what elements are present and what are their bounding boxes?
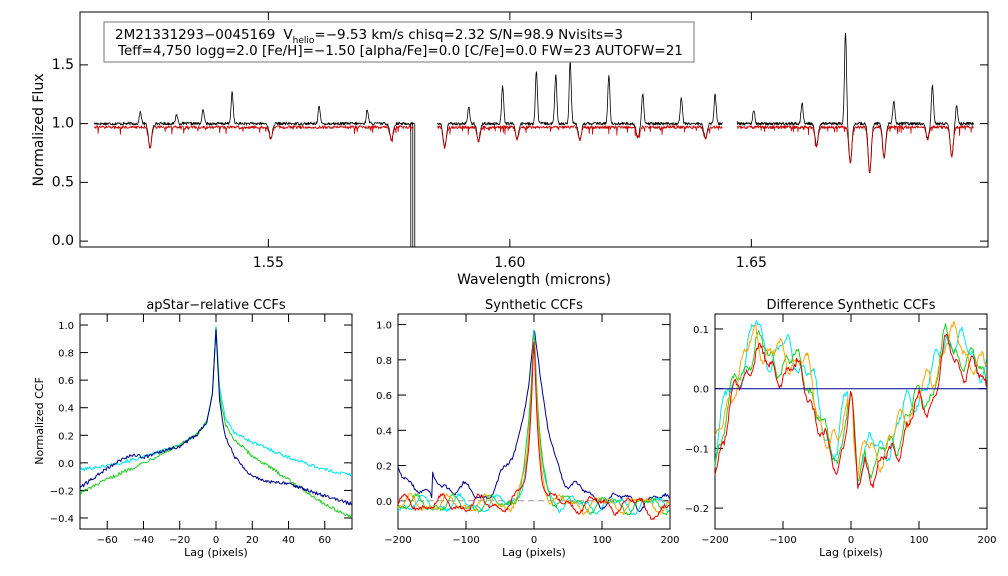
difference-ccf-ytick-label: 0.0 xyxy=(693,385,709,396)
spectrum-series-model-spectrum-chip-1 xyxy=(94,125,414,149)
apstar-ccf-xtick-label: −20 xyxy=(169,535,190,546)
spectrum-frame xyxy=(79,11,989,248)
apstar-ccf-ytick-label: −0.4 xyxy=(50,514,74,525)
spectrum-panel: 1.55 1.60 1.65 0.0 0.5 1.0 1.5 2M21331293−0045… xyxy=(31,11,989,288)
spectrum-ytick-label: 0.5 xyxy=(52,174,74,190)
apstar-ccf-series-green xyxy=(79,327,353,518)
apstar-ccf-ytick-label: 1.0 xyxy=(58,321,74,332)
difference-ccf-xtick-label: −100 xyxy=(769,535,796,546)
apstar-ccf-xtick-label: −40 xyxy=(133,535,154,546)
apstar-ccf-ytick-label: 0.0 xyxy=(58,459,74,470)
difference-ccf-lines xyxy=(714,320,987,489)
spectrum-xtick-label: 1.55 xyxy=(253,255,284,271)
synthetic-ccf-ytick-label: 0.0 xyxy=(376,497,392,508)
synthetic-ccf-series-cyan xyxy=(397,329,670,516)
synthetic-ccf-title: Synthetic CCFs xyxy=(485,298,583,313)
apstar-ccf-xtick-label: 0 xyxy=(213,535,219,546)
difference-ccf-xtick-label: −200 xyxy=(701,535,728,546)
spectrum-ylabel: Normalized Flux xyxy=(31,74,47,187)
synthetic-ccf-xlabel: Lag (pixels) xyxy=(502,546,566,559)
synthetic-ccf-ytick-label: 0.4 xyxy=(376,426,392,437)
synthetic-ccf-ticks: −200 −100 0 100 200 0.0 0.2 0.4 0.6 0.8 1.0 xyxy=(376,314,680,546)
apstar-ccf-xlabel: Lag (pixels) xyxy=(184,546,248,559)
apstar-ccf-xtick-label: 20 xyxy=(246,535,259,546)
spectrum-ytick-label: 0.0 xyxy=(52,233,74,249)
apstar-ccf-xtick-label: −60 xyxy=(97,535,118,546)
difference-ccf-series-red xyxy=(714,333,987,489)
apstar-ccf-lines xyxy=(79,325,353,518)
difference-ccf-ticks: −200 −100 0 100 200 −0.2 −0.1 0.0 0.1 xyxy=(685,314,997,546)
synthetic-ccf-xtick-label: −100 xyxy=(452,535,479,546)
annotation-line-1: 2M21331293−0045169 Vhelio=−9.53 km/s chis… xyxy=(115,27,623,46)
spectrum-lines xyxy=(94,32,974,248)
difference-ccf-panel: −200 −100 0 100 200 −0.2 −0.1 0.0 0.1 Difference… xyxy=(685,298,997,559)
difference-ccf-xlabel: Lag (pixels) xyxy=(819,546,883,559)
synthetic-ccf-ytick-label: 0.2 xyxy=(376,462,392,473)
apstar-ccf-ytick-label: 0.6 xyxy=(58,376,74,387)
spectrum-series-observed-spectrum-chip-2 xyxy=(437,61,723,147)
apstar-ccf-panel: −60 −40 −20 0 20 40 60 −0.4 −0.2 0.0 0.2 0.4 0.6 0.8 1… xyxy=(33,298,353,559)
spectrum-ytick-label: 1.5 xyxy=(52,57,74,73)
spectrum-xlabel: Wavelength (microns) xyxy=(457,272,611,288)
annotation-line-2: Teff=4,750 logg=2.0 [Fe/H]=−1.50 [alpha/… xyxy=(117,43,683,59)
apstar-ccf-ticks: −60 −40 −20 0 20 40 60 −0.4 −0.2 0.0 0.2 0.4 0.6 0.8 1… xyxy=(50,314,352,546)
difference-ccf-ytick-label: −0.1 xyxy=(685,444,709,455)
synthetic-ccf-series-orange xyxy=(397,339,670,516)
spectrum-ytick-label: 1.0 xyxy=(52,116,74,132)
synthetic-ccf-series-navy xyxy=(397,330,670,513)
spectrum-series-observed-spectrum-chip-1 xyxy=(94,91,416,248)
apstar-ccf-series-cyan xyxy=(79,325,353,477)
spectrum-series-observed-spectrum-chip-3 xyxy=(736,32,974,174)
difference-ccf-ytick-label: −0.2 xyxy=(685,504,709,515)
spectrum-xtick-label: 1.65 xyxy=(736,255,767,271)
apstar-ccf-ytick-label: 0.4 xyxy=(58,404,74,415)
synthetic-ccf-panel: −200 −100 0 100 200 0.0 0.2 0.4 0.6 0.8 1.0 Synthe… xyxy=(376,298,679,559)
synthetic-ccf-xtick-label: −200 xyxy=(384,535,411,546)
annotation-box xyxy=(103,21,695,63)
apstar-ccf-ytick-label: 0.2 xyxy=(58,431,74,442)
apstar-ccf-ytick-label: 0.8 xyxy=(58,349,74,360)
synthetic-ccf-xtick-label: 0 xyxy=(531,535,537,546)
spectrum-ticks: 1.55 1.60 1.65 0.0 0.5 1.0 1.5 xyxy=(52,12,988,271)
synthetic-ccf-ytick-label: 1.0 xyxy=(376,321,392,332)
synthetic-ccf-xtick-label: 100 xyxy=(592,535,611,546)
difference-ccf-xtick-label: 100 xyxy=(909,535,928,546)
spectrum-xtick-label: 1.60 xyxy=(494,255,525,271)
synthetic-ccf-series-red xyxy=(397,341,670,520)
apstar-ccf-ylabel: Normalized CCF xyxy=(33,377,46,465)
apstar-ccf-ytick-label: −0.2 xyxy=(50,486,74,497)
synthetic-ccf-ytick-label: 0.6 xyxy=(376,391,392,402)
apstar-ccf-xtick-label: 40 xyxy=(282,535,295,546)
synthetic-ccf-lines xyxy=(397,329,670,520)
synthetic-ccf-ytick-label: 0.8 xyxy=(376,356,392,367)
difference-ccf-ytick-label: 0.1 xyxy=(693,325,709,336)
apstar-ccf-series-navy xyxy=(79,328,353,506)
synthetic-ccf-series-green xyxy=(397,334,670,516)
difference-ccf-xtick-label: 0 xyxy=(848,535,854,546)
spectrum-series-model-spectrum-chip-2 xyxy=(437,125,723,149)
apstar-ccf-xtick-label: 60 xyxy=(318,535,331,546)
difference-ccf-xtick-label: 200 xyxy=(977,535,996,546)
difference-ccf-title: Difference Synthetic CCFs xyxy=(766,298,935,313)
apstar-ccf-title: apStar−relative CCFs xyxy=(146,298,286,313)
synthetic-ccf-xtick-label: 200 xyxy=(660,535,679,546)
spectrum-series-model-spectrum-chip-3 xyxy=(736,125,974,173)
